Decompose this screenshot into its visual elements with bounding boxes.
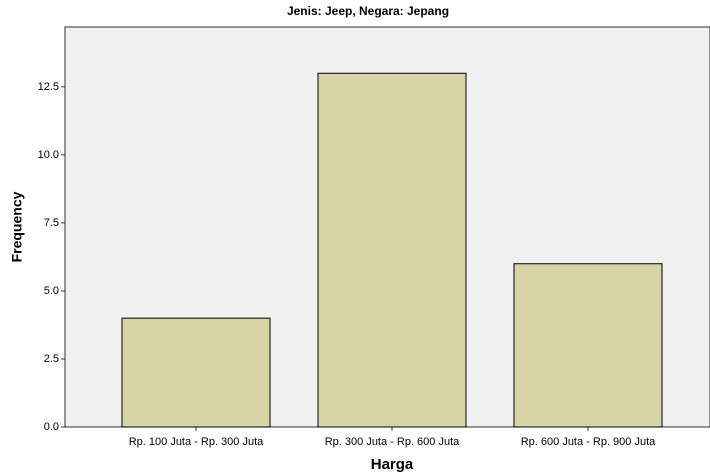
bar: [317, 72, 467, 428]
x-axis-label: Harga: [371, 456, 414, 473]
y-tick-label: 5.0: [44, 285, 59, 297]
y-tick-label: 12.5: [38, 81, 59, 93]
y-axis-label: Frequency: [9, 191, 25, 262]
bar: [513, 263, 663, 428]
bar: [121, 317, 271, 428]
x-tick-label: Rp. 300 Juta - Rp. 600 Juta: [325, 436, 460, 448]
y-tick-label: 10.0: [38, 149, 59, 161]
x-tick-label: Rp. 100 Juta - Rp. 300 Juta: [129, 436, 264, 448]
x-tick-label: Rp. 600 Juta - Rp. 900 Juta: [521, 436, 656, 448]
y-tick-label: 2.5: [44, 353, 59, 365]
y-tick-label: 0.0: [44, 421, 59, 433]
chart-title: Jenis: Jeep, Negara: Jepang: [287, 4, 449, 18]
y-tick-label: 7.5: [44, 217, 59, 229]
